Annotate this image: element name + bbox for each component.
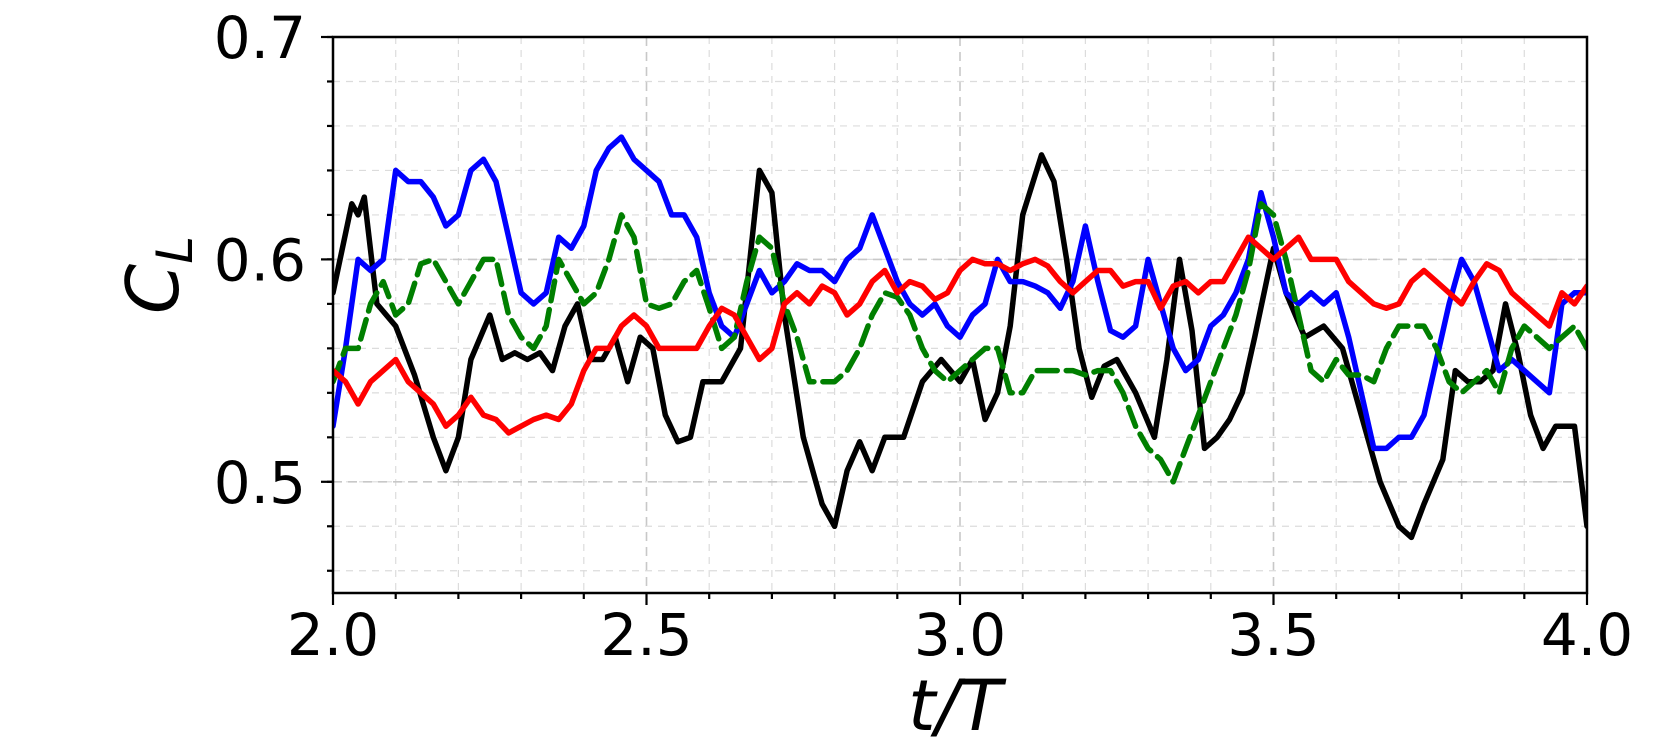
y-axis-label-sub: L <box>146 236 204 264</box>
x-tick-label: 2.0 <box>287 601 379 669</box>
x-axis-label: t/T <box>908 665 1007 738</box>
y-tick-label: 0.5 <box>214 449 306 517</box>
x-tick-label: 2.5 <box>600 601 692 669</box>
y-axis-label-main: C <box>111 263 195 314</box>
series-line-2 <box>333 134 1587 452</box>
series-line-4 <box>333 234 1587 436</box>
y-tick-label: 0.6 <box>214 226 306 294</box>
series-line-3 <box>333 201 1587 485</box>
grid <box>332 36 1588 593</box>
svg-text:CL: CL <box>111 236 204 314</box>
tick-labels: 2.0 2.5 3.0 3.5 4.0 0.5 0.6 0.7 <box>214 4 1633 669</box>
y-axis-label: CL <box>111 236 204 314</box>
x-tick-label: 3.5 <box>1227 601 1319 669</box>
series-line-1 <box>333 152 1587 541</box>
x-tick-label: 3.0 <box>914 601 1006 669</box>
y-tick-label: 0.7 <box>214 4 306 72</box>
series-layer <box>333 134 1587 541</box>
x-tick-label: 4.0 <box>1541 601 1633 669</box>
axis-ticks <box>321 35 1589 605</box>
